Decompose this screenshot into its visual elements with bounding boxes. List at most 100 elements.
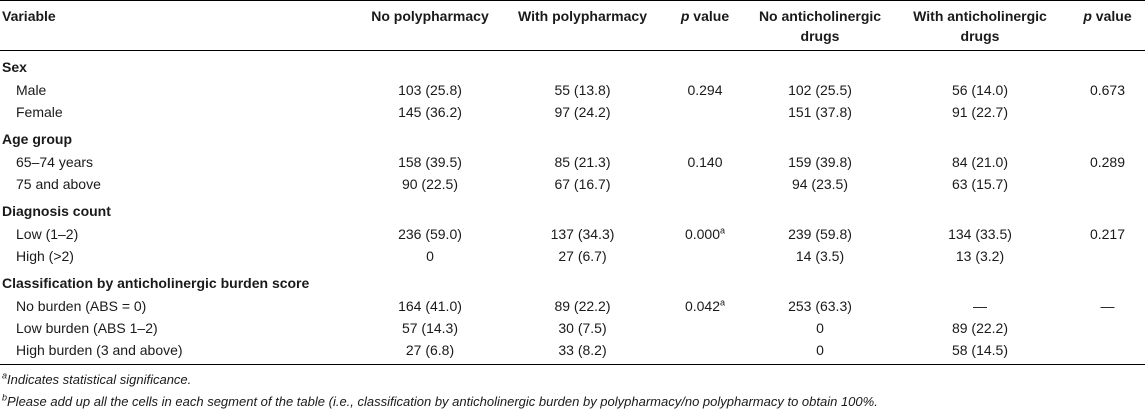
cell-no-polypharmacy: 145 (36.2) <box>398 104 462 120</box>
results-table: Variable No polypharmacy With polypharma… <box>0 0 1145 365</box>
group-title: Diagnosis count <box>2 203 111 219</box>
cell-p-value-2 <box>1070 173 1145 195</box>
significance-mark: a <box>720 225 726 236</box>
row-label: Low burden (ABS 1–2) <box>16 320 158 336</box>
cell-with-polypharmacy: 55 (13.8) <box>554 82 611 98</box>
p-value-text: 0.294 <box>687 82 723 98</box>
cell-no-polypharmacy: 236 (59.0) <box>398 226 462 242</box>
cell-with-anticholinergic: — <box>973 298 987 314</box>
group-header-row: Sex <box>0 51 1145 80</box>
row-label: 65–74 years <box>16 154 94 170</box>
cell-with-polypharmacy: 33 (8.2) <box>505 339 660 365</box>
cell-with-anticholinergic: 89 (22.2) <box>951 320 1009 336</box>
cell-no-anticholinergic: 253 (63.3) <box>788 298 852 314</box>
table-row: Female 145 (36.2) 97 (24.2) 151 (37.8) 91 (2… <box>0 101 1145 123</box>
header-with-ac-line1: With anticholinergic <box>913 8 1047 24</box>
header-p-italic: p <box>680 8 690 24</box>
header-p-value-1: p value <box>660 1 750 51</box>
cell-p-value-1 <box>660 317 750 339</box>
cell-p-value-2: 0.289 <box>1089 154 1126 170</box>
cell-no-anticholinergic: 239 (59.8) <box>788 226 852 242</box>
table-row: No burden (ABS = 0) 164 (41.0) 89 (22.2) 0.… <box>0 295 1145 317</box>
cell-with-polypharmacy: 97 (24.2) <box>554 104 611 120</box>
cell-no-anticholinergic: 102 (25.5) <box>788 82 852 98</box>
footnote-text: Indicates statistical significance. <box>7 372 192 387</box>
p-value-text: 0.140 <box>687 154 723 170</box>
cell-no-anticholinergic: 159 (39.8) <box>788 154 852 170</box>
row-label: High burden (3 and above) <box>0 339 355 365</box>
row-label: No burden (ABS = 0) <box>16 298 147 314</box>
footnotes: aIndicates statistical significance. bPle… <box>0 369 1145 413</box>
cell-with-polypharmacy: 67 (16.7) <box>554 176 611 192</box>
header-with-anticholinergic: With anticholinergic drugs <box>890 1 1070 51</box>
table-row: 65–74 years 158 (39.5) 85 (21.3) 0.140 159 (… <box>0 151 1145 173</box>
cell-p-value-2: 0.217 <box>1089 226 1126 242</box>
table-row: Male 103 (25.8) 55 (13.8) 0.294 102 (25.5) 56… <box>0 79 1145 101</box>
header-with-ac-line2: drugs <box>960 28 1000 44</box>
cell-p-value-2 <box>1070 317 1145 339</box>
row-label: 75 and above <box>16 176 101 192</box>
header-with-polypharmacy: With polypharmacy <box>517 8 647 24</box>
p-value-text: 0.042 <box>684 298 721 314</box>
row-label: High (>2) <box>16 248 74 264</box>
footnote: aIndicates statistical significance. <box>2 369 1145 391</box>
header-no-polypharmacy: No polypharmacy <box>371 8 489 24</box>
cell-with-anticholinergic: 134 (33.5) <box>948 226 1012 242</box>
table-row: Low (1–2) 236 (59.0) 137 (34.3) 0.000a 239 (… <box>0 223 1145 245</box>
cell-no-polypharmacy: 27 (6.8) <box>355 339 505 365</box>
group-title: Sex <box>2 59 27 75</box>
table-row: High (>2) 0 27 (6.7) 14 (3.5) 13 (3.2) <box>0 245 1145 267</box>
footnote-mark: a <box>2 370 8 381</box>
group-header-row: Classification by anticholinergic burden… <box>0 267 1145 295</box>
cell-p-value-1 <box>660 245 750 267</box>
cell-no-polypharmacy: 57 (14.3) <box>401 320 459 336</box>
cell-p-value-1 <box>660 101 750 123</box>
cell-with-anticholinergic: 91 (22.7) <box>951 104 1009 120</box>
header-variable: Variable <box>2 8 56 24</box>
row-label: Female <box>16 104 63 120</box>
cell-no-polypharmacy: 103 (25.8) <box>398 82 462 98</box>
p-value-text: 0.000 <box>684 226 721 242</box>
cell-p-value-2: 0.673 <box>1089 82 1126 98</box>
footnote: bPlease add up all the cells in each seg… <box>2 391 1145 413</box>
group-header-row: Age group <box>0 123 1145 151</box>
cell-no-anticholinergic: 14 (3.5) <box>795 248 845 264</box>
header-row: Variable No polypharmacy With polypharma… <box>0 0 1145 51</box>
cell-p-value-1 <box>660 339 750 365</box>
cell-with-polypharmacy: 85 (21.3) <box>554 154 611 170</box>
cell-with-polypharmacy: 137 (34.3) <box>550 226 615 242</box>
cell-p-value-2 <box>1070 101 1145 123</box>
header-no-ac-line1: No anticholinergic <box>758 8 882 24</box>
significance-mark: a <box>720 297 726 308</box>
cell-p-value-1: 0.000a <box>660 223 750 245</box>
cell-with-anticholinergic: 13 (3.2) <box>955 248 1005 264</box>
table-body: Sex Male 103 (25.8) 55 (13.8) 0.294 102 (25.5… <box>0 51 1145 365</box>
cell-no-polypharmacy: 158 (39.5) <box>398 154 462 170</box>
cell-no-anticholinergic: 0 <box>750 339 890 365</box>
header-p-value-2: p value <box>1070 1 1145 51</box>
cell-no-polypharmacy: 0 <box>426 248 434 264</box>
group-title: Age group <box>2 131 72 147</box>
header-p2-rest: value <box>1091 8 1132 24</box>
header-p2-italic: p <box>1083 8 1092 24</box>
header-no-ac-line2: drugs <box>800 28 840 44</box>
cell-with-polypharmacy: 89 (22.2) <box>554 298 611 314</box>
table-row: High burden (3 and above) 27 (6.8) 33 (8.2… <box>0 339 1145 365</box>
cell-p-value-2 <box>1070 339 1145 365</box>
cell-p-value-2: — <box>1100 298 1115 314</box>
row-label: Low (1–2) <box>16 226 79 242</box>
cell-with-anticholinergic: 84 (21.0) <box>951 154 1009 170</box>
cell-with-polypharmacy: 27 (6.7) <box>558 248 607 264</box>
cell-no-anticholinergic: 151 (37.8) <box>788 104 852 120</box>
group-header-row: Diagnosis count <box>0 195 1145 223</box>
footnote-mark: b <box>2 392 8 403</box>
cell-with-anticholinergic: 56 (14.0) <box>951 82 1009 98</box>
header-no-anticholinergic: No anticholinergic drugs <box>750 1 890 51</box>
cell-p-value-2 <box>1070 245 1145 267</box>
row-label: Male <box>16 82 47 98</box>
cell-no-anticholinergic: 0 <box>816 320 824 336</box>
cell-no-anticholinergic: 94 (23.5) <box>791 176 849 192</box>
cell-no-polypharmacy: 90 (22.5) <box>401 176 459 192</box>
header-p-rest: value <box>689 8 730 24</box>
